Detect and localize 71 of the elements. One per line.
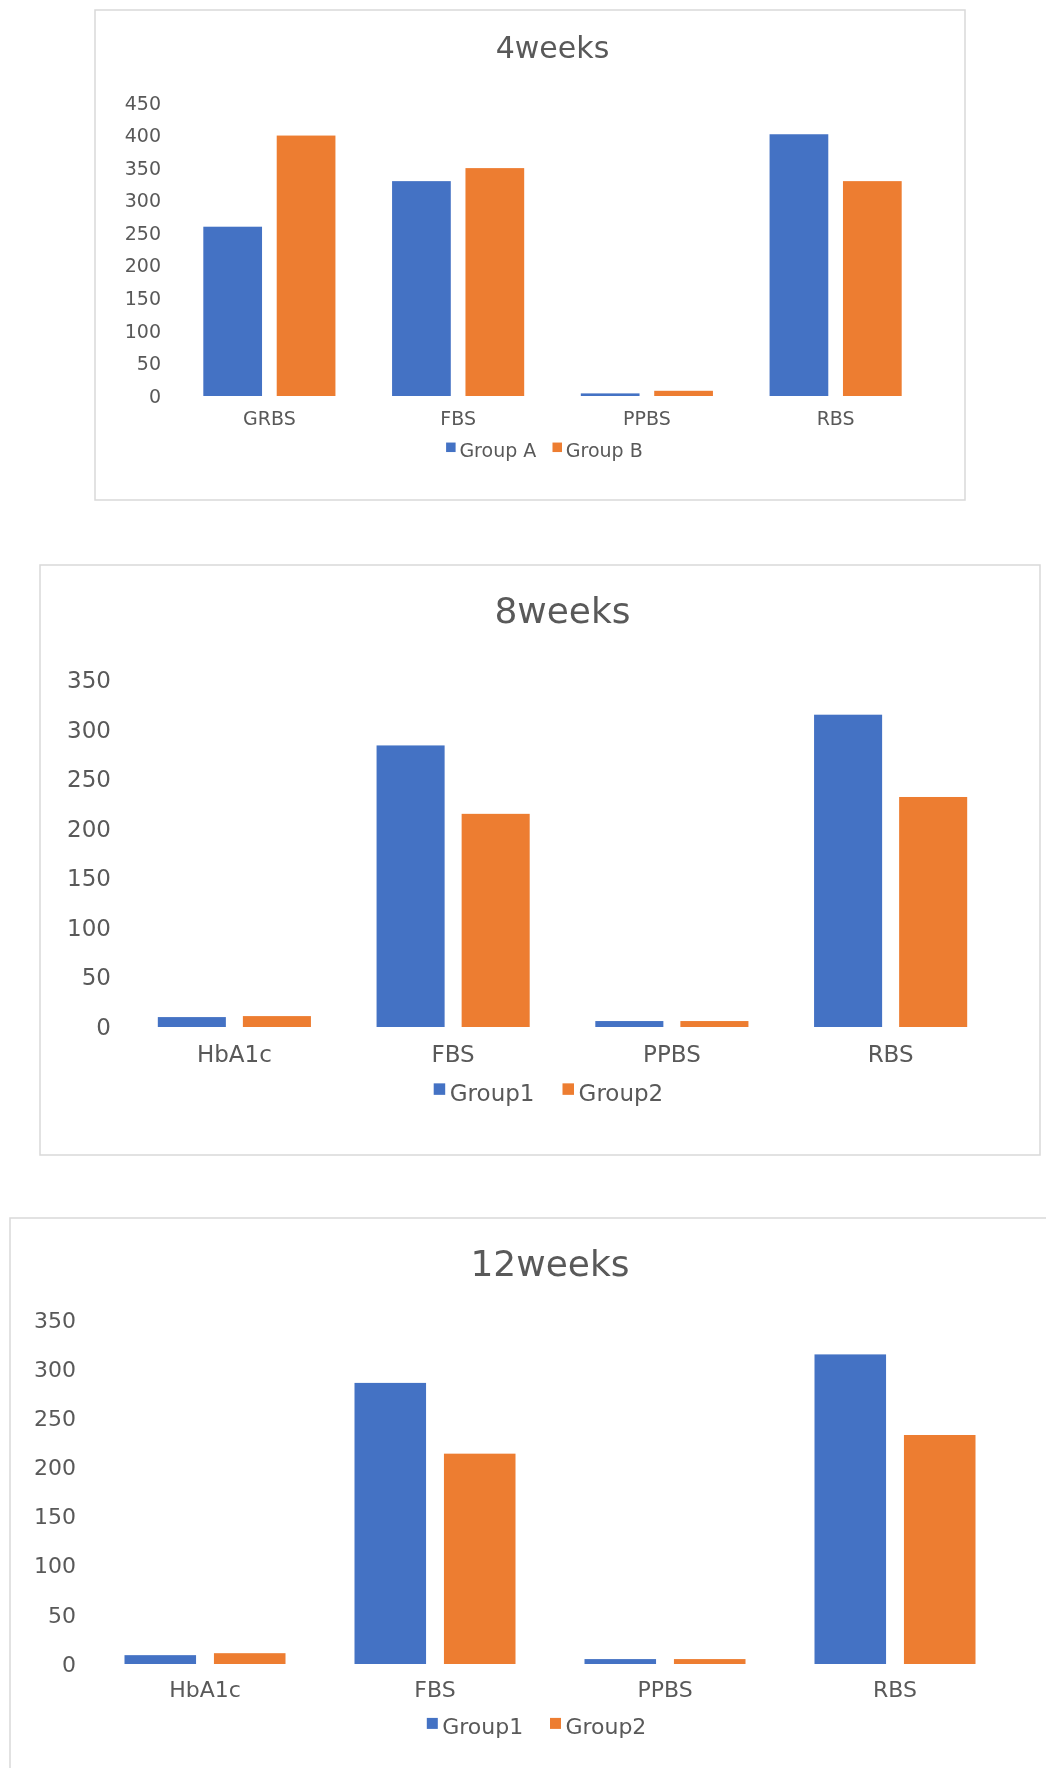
bar [242, 1016, 311, 1027]
legend-label: Group1 [449, 1079, 535, 1106]
y-tick-label: 100 [124, 319, 161, 342]
y-tick-label: 300 [67, 716, 111, 743]
bar [654, 390, 713, 396]
legend-label: Group2 [578, 1079, 664, 1106]
x-tick-label: FBS [414, 1677, 456, 1702]
bar [673, 1659, 746, 1664]
bar [899, 796, 968, 1027]
legend-label: Group A [459, 438, 537, 461]
legend-label: Group1 [442, 1714, 524, 1740]
bar [203, 226, 263, 396]
y-tick-label: 150 [124, 286, 161, 309]
y-tick-label: 200 [34, 1455, 76, 1481]
y-tick-label: 50 [48, 1602, 76, 1628]
y-tick-label: 250 [124, 221, 161, 244]
x-tick-label: FBS [431, 1040, 475, 1067]
y-tick-label: 250 [34, 1405, 76, 1431]
bar [124, 1655, 197, 1664]
bar [276, 135, 336, 396]
y-tick-label: 300 [34, 1356, 76, 1382]
bar [213, 1653, 286, 1664]
bar [354, 1382, 427, 1664]
x-tick-label: HbA1c [196, 1040, 272, 1067]
y-tick-label: 0 [148, 384, 161, 407]
bar [580, 393, 640, 396]
bar [595, 1021, 664, 1027]
x-tick-label: PPBS [637, 1677, 693, 1702]
y-tick-label: 50 [136, 352, 161, 375]
bar [814, 1354, 887, 1664]
y-tick-label: 50 [81, 964, 111, 991]
x-tick-label: RBS [873, 1677, 917, 1702]
y-tick-label: 350 [67, 667, 111, 694]
x-tick-label: GRBS [243, 406, 296, 429]
legend-label: Group2 [565, 1714, 647, 1740]
x-tick-label: RBS [816, 406, 855, 429]
y-tick-label: 100 [67, 914, 111, 941]
bar [465, 168, 525, 396]
x-tick-label: FBS [440, 406, 476, 429]
y-tick-label: 150 [67, 865, 111, 892]
x-tick-label: PPBS [623, 406, 671, 429]
bar [461, 813, 530, 1027]
chart-title: 4weeks [495, 30, 610, 65]
bar [392, 181, 451, 396]
y-tick-label: 200 [124, 254, 161, 277]
y-tick-label: 450 [124, 91, 161, 114]
y-tick-label: 250 [67, 766, 111, 793]
bar [842, 181, 902, 396]
x-tick-label: HbA1c [169, 1677, 241, 1702]
x-tick-label: RBS [867, 1040, 914, 1067]
bar [814, 714, 883, 1027]
bar [903, 1434, 976, 1664]
y-tick-label: 150 [34, 1504, 76, 1530]
y-tick-label: 350 [124, 156, 161, 179]
bar [157, 1017, 226, 1027]
y-tick-label: 400 [124, 124, 161, 147]
y-tick-label: 350 [34, 1307, 76, 1333]
legend-label: Group B [565, 438, 643, 461]
bar [443, 1453, 516, 1664]
chart-title: 12weeks [470, 1242, 630, 1284]
chart-title: 8weeks [494, 589, 631, 631]
bar [680, 1021, 749, 1027]
bar [376, 745, 445, 1027]
x-tick-label: PPBS [643, 1040, 701, 1067]
y-tick-label: 0 [62, 1651, 76, 1677]
y-tick-label: 100 [34, 1553, 76, 1579]
y-tick-label: 200 [67, 815, 111, 842]
y-tick-label: 300 [124, 189, 161, 212]
bar [584, 1659, 657, 1664]
y-tick-label: 0 [96, 1014, 111, 1041]
bar [769, 134, 829, 396]
